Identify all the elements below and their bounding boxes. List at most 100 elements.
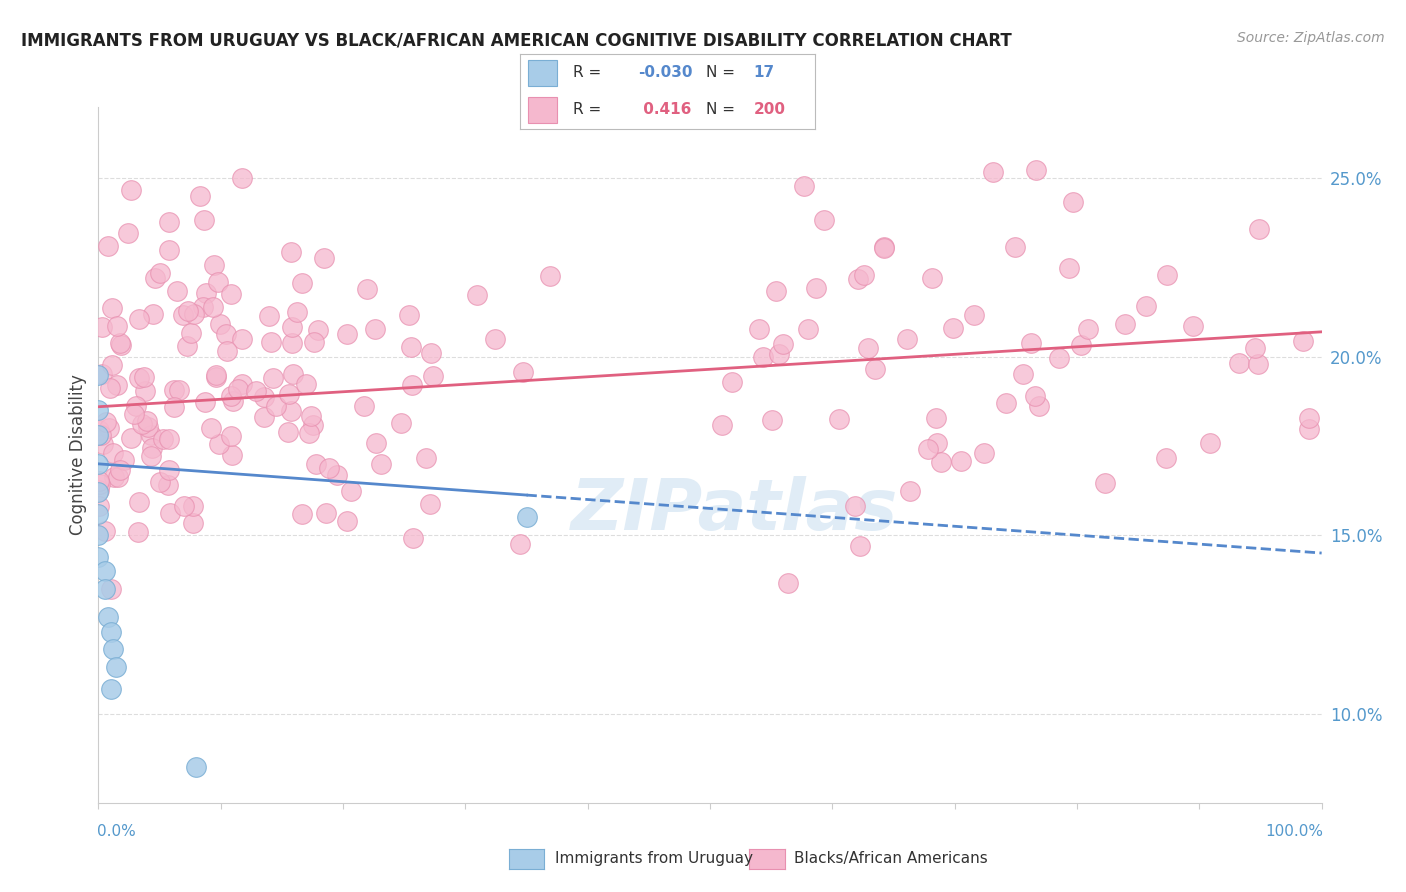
Point (925, 436, 948, 450)
Point (163, 401, 186, 415)
Point (143, 271, 166, 285)
Point (166, 284, 188, 298)
Point (299, 409, 322, 423)
Point (281, 368, 304, 382)
Point (277, 425, 299, 439)
Point (1292, 334, 1315, 348)
Point (1077, 322, 1099, 336)
Point (1135, 299, 1157, 313)
Point (186, 760, 208, 774)
Point (89, 483, 111, 497)
Point (264, 399, 287, 413)
Point (89, 474, 111, 488)
Point (748, 322, 770, 336)
Point (1024, 389, 1046, 403)
Point (127, 524, 149, 539)
Point (89, 500, 111, 514)
Point (97, 610, 120, 624)
Text: R =: R = (574, 102, 602, 117)
Point (302, 417, 325, 432)
Point (231, 377, 253, 392)
Point (157, 432, 180, 446)
Point (1181, 319, 1204, 334)
Point (863, 361, 886, 376)
Point (277, 387, 299, 401)
Point (104, 660, 127, 674)
Point (995, 396, 1018, 410)
Point (776, 576, 799, 591)
Point (420, 345, 443, 359)
Point (177, 304, 200, 318)
Point (96, 415, 118, 429)
Point (205, 370, 228, 384)
FancyBboxPatch shape (527, 61, 557, 87)
Point (100, 301, 122, 315)
Point (98, 381, 121, 395)
Point (87, 485, 110, 500)
Point (340, 484, 363, 499)
Point (215, 343, 238, 358)
Point (792, 179, 814, 194)
Point (512, 365, 534, 379)
Point (761, 413, 783, 427)
Point (291, 508, 314, 522)
Point (157, 243, 180, 257)
Point (100, 681, 122, 696)
Point (100, 582, 122, 596)
Point (1025, 163, 1047, 178)
Point (262, 370, 284, 384)
Point (929, 455, 952, 469)
Point (356, 282, 378, 296)
Point (176, 339, 198, 353)
Point (120, 432, 142, 446)
Point (112, 453, 135, 467)
Point (721, 376, 744, 390)
Point (87, 403, 110, 417)
Point (204, 258, 226, 272)
Point (401, 340, 423, 354)
Point (302, 334, 325, 349)
Point (846, 271, 869, 285)
Point (844, 499, 866, 513)
Point (419, 497, 441, 511)
Point (188, 189, 211, 203)
Point (1062, 194, 1084, 209)
Point (193, 300, 215, 314)
Point (124, 399, 146, 413)
Point (128, 311, 150, 326)
Point (108, 336, 131, 351)
Point (259, 334, 281, 349)
Point (101, 358, 124, 372)
Point (828, 412, 851, 426)
Point (87, 549, 110, 564)
Point (101, 446, 124, 460)
Point (950, 454, 973, 468)
Point (973, 446, 995, 460)
Point (1057, 260, 1080, 275)
Point (280, 404, 302, 418)
Point (1156, 268, 1178, 282)
Point (1028, 400, 1050, 414)
Point (141, 441, 163, 455)
Point (87, 428, 110, 442)
Text: Source: ZipAtlas.com: Source: ZipAtlas.com (1237, 31, 1385, 45)
Point (101, 642, 124, 657)
Point (91, 320, 114, 334)
Point (110, 463, 132, 477)
Point (128, 371, 150, 385)
Point (159, 506, 181, 520)
Point (90, 428, 112, 442)
Point (1094, 475, 1116, 490)
Point (1004, 240, 1026, 254)
Point (167, 384, 190, 398)
Point (291, 277, 314, 291)
Point (134, 384, 156, 399)
Text: 17: 17 (754, 65, 775, 80)
Point (148, 475, 170, 489)
Point (1198, 436, 1220, 450)
Point (128, 495, 150, 509)
Point (231, 171, 253, 186)
Point (285, 304, 308, 318)
Text: N =: N = (706, 65, 735, 80)
Point (364, 436, 387, 450)
